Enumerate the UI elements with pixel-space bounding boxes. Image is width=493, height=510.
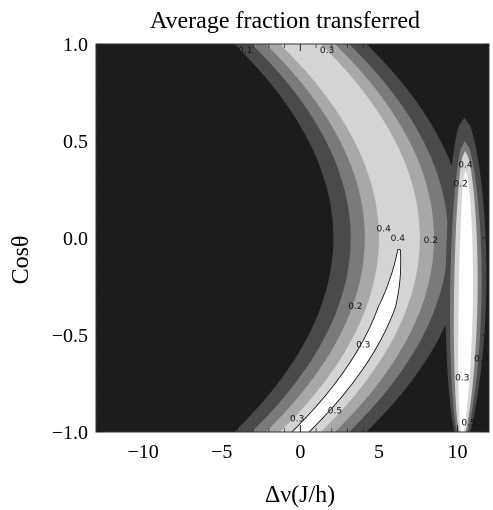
x-tick-label: 0	[295, 441, 305, 463]
contour-label: 0.3	[320, 46, 334, 56]
y-tick-label: 0.5	[63, 131, 88, 153]
contour-label: 0.5	[328, 407, 342, 417]
axis-ticks	[96, 43, 489, 433]
contour-label: 0.3	[455, 374, 469, 384]
sliver-band-core	[458, 170, 473, 432]
contour-label: 0.4	[458, 160, 473, 170]
contour-label: 0.3	[290, 414, 304, 424]
contour-label: 0.3	[356, 341, 370, 351]
y-axis-label: Cosθ	[8, 236, 34, 285]
x-tick-label: 10	[448, 441, 468, 463]
contour-band-core	[291, 249, 402, 432]
contour-band-4	[279, 44, 420, 432]
contour-label: 0.1	[238, 46, 252, 56]
contour-label: 0.4	[391, 234, 406, 244]
axis-tick-labels: −10 −5 0 5 10 −1.0 −0.5 0.0 0.5 1.0	[52, 34, 468, 463]
contour-label: 0.2	[424, 236, 438, 246]
y-tick-label: −1.0	[52, 422, 88, 444]
contour-label: 0.3	[474, 354, 488, 364]
y-tick-label: 0.0	[63, 228, 88, 250]
x-tick-label: 5	[374, 441, 384, 463]
contour-labels: 0.1 0.30.40.20.40.4 0.20.20.30.30.30.30.50…	[238, 46, 488, 428]
chart-title: Average fraction transferred	[150, 8, 420, 34]
contour-label: 0.4	[377, 224, 392, 234]
contour-label: 0.5	[461, 418, 475, 428]
y-tick-label: −0.5	[52, 325, 88, 347]
plot-area	[96, 44, 489, 432]
contour-label: 0.2	[454, 180, 468, 190]
x-tick-label: −5	[211, 441, 232, 463]
x-tick-label: −10	[128, 441, 159, 463]
y-tick-label: 1.0	[63, 34, 88, 56]
contour-label: 0.2	[348, 302, 362, 312]
x-axis-label: Δν(J/h)	[265, 482, 335, 508]
